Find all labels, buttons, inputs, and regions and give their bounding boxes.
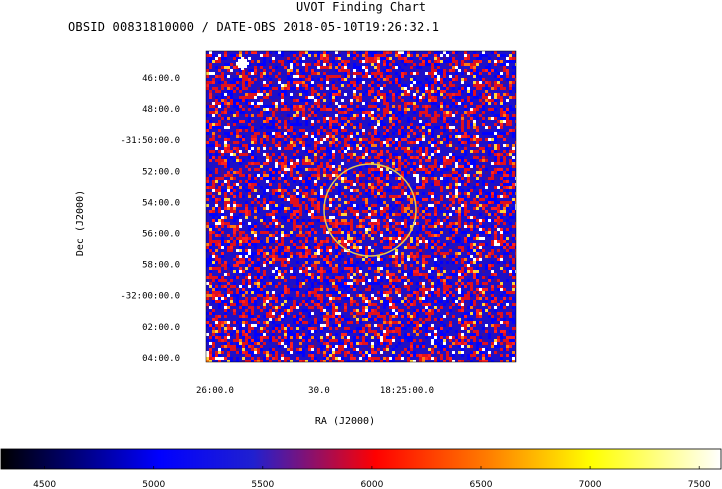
x-tick-labels: 26:00.0 30.0 18:25:00.0	[196, 386, 434, 396]
y-tick-label: 58:00.0	[142, 261, 180, 271]
image-frame	[205, 50, 517, 363]
y-tick-label: -32:00:00.0	[120, 292, 180, 302]
y-tick-label: 56:00.0	[142, 230, 180, 240]
y-tick-label: 54:00.0	[142, 198, 180, 208]
x-tick-label: 18:25:00.0	[380, 386, 434, 396]
colorbar-ticks: 4500 5000 5500 6000 6500 7000 7500	[33, 466, 711, 489]
y-tick-label: 52:00.0	[142, 167, 180, 177]
y-tick-labels: 46:00.0 48:00.0 -31:50:00.0 52:00.0 54:00.0 5…	[120, 74, 180, 364]
colorbar-tick-label: 5000	[142, 480, 165, 489]
x-tick-label: 26:00.0	[196, 386, 234, 396]
chart-subtitle: OBSID 00831810000 / DATE-OBS 2018-05-10T…	[68, 20, 440, 34]
colorbar-tick-label: 7000	[579, 480, 602, 489]
colorbar	[0, 448, 722, 470]
x-axis-label: RA (J2000)	[315, 416, 375, 427]
y-tick-label: -31:50:00.0	[120, 136, 180, 146]
image-pixels	[206, 51, 516, 362]
chart-title: UVOT Finding Chart	[295, 0, 427, 14]
colorbar-tick-label: 5500	[251, 480, 274, 489]
y-tick-label: 46:00.0	[142, 74, 180, 84]
colorbar-tick-label: 6000	[360, 480, 383, 489]
colorbar-tick-label: 4500	[33, 480, 56, 489]
colorbar-tick-label: 7500	[688, 480, 711, 489]
y-tick-label: 04:00.0	[142, 354, 180, 364]
y-tick-label: 02:00.0	[142, 323, 180, 333]
source-circle	[323, 163, 417, 257]
colorbar-tick-label: 6500	[470, 480, 493, 489]
y-axis-label: Dec (J2000)	[75, 190, 86, 256]
y-tick-label: 48:00.0	[142, 105, 180, 115]
x-tick-label: 30.0	[308, 386, 330, 396]
